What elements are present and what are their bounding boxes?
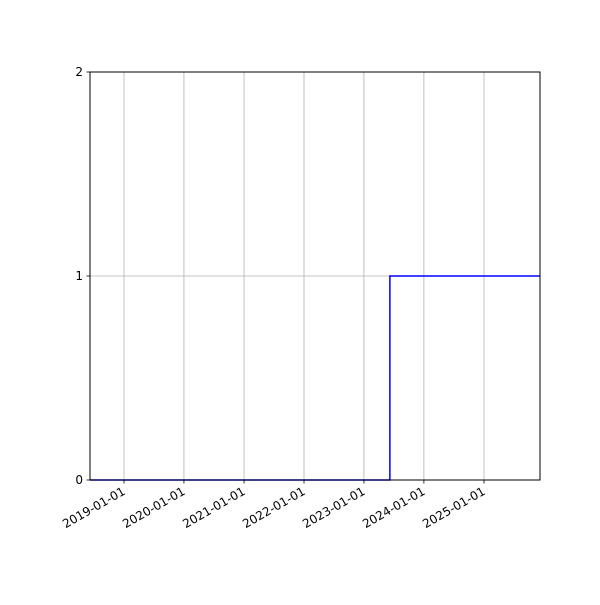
- x-tick-label: 2019-01-01: [60, 484, 127, 531]
- x-tick-label: 2020-01-01: [120, 484, 187, 531]
- x-tick-label: 2021-01-01: [180, 484, 247, 531]
- x-tick-label: 2022-01-01: [240, 484, 307, 531]
- x-tick-label: 2025-01-01: [420, 484, 487, 531]
- y-tick-label: 2: [75, 65, 83, 79]
- y-axis: 0 1 2: [75, 65, 90, 487]
- series-layer: [90, 275, 540, 481]
- x-axis: 2019-01-012020-01-012021-01-012022-01-01…: [60, 480, 488, 531]
- x-tick-label: 2024-01-01: [360, 484, 427, 531]
- x-tick-label: 2023-01-01: [300, 484, 367, 531]
- y-tick-label: 0: [75, 473, 83, 487]
- step-line: [90, 275, 540, 481]
- y-tick-label: 1: [75, 269, 83, 283]
